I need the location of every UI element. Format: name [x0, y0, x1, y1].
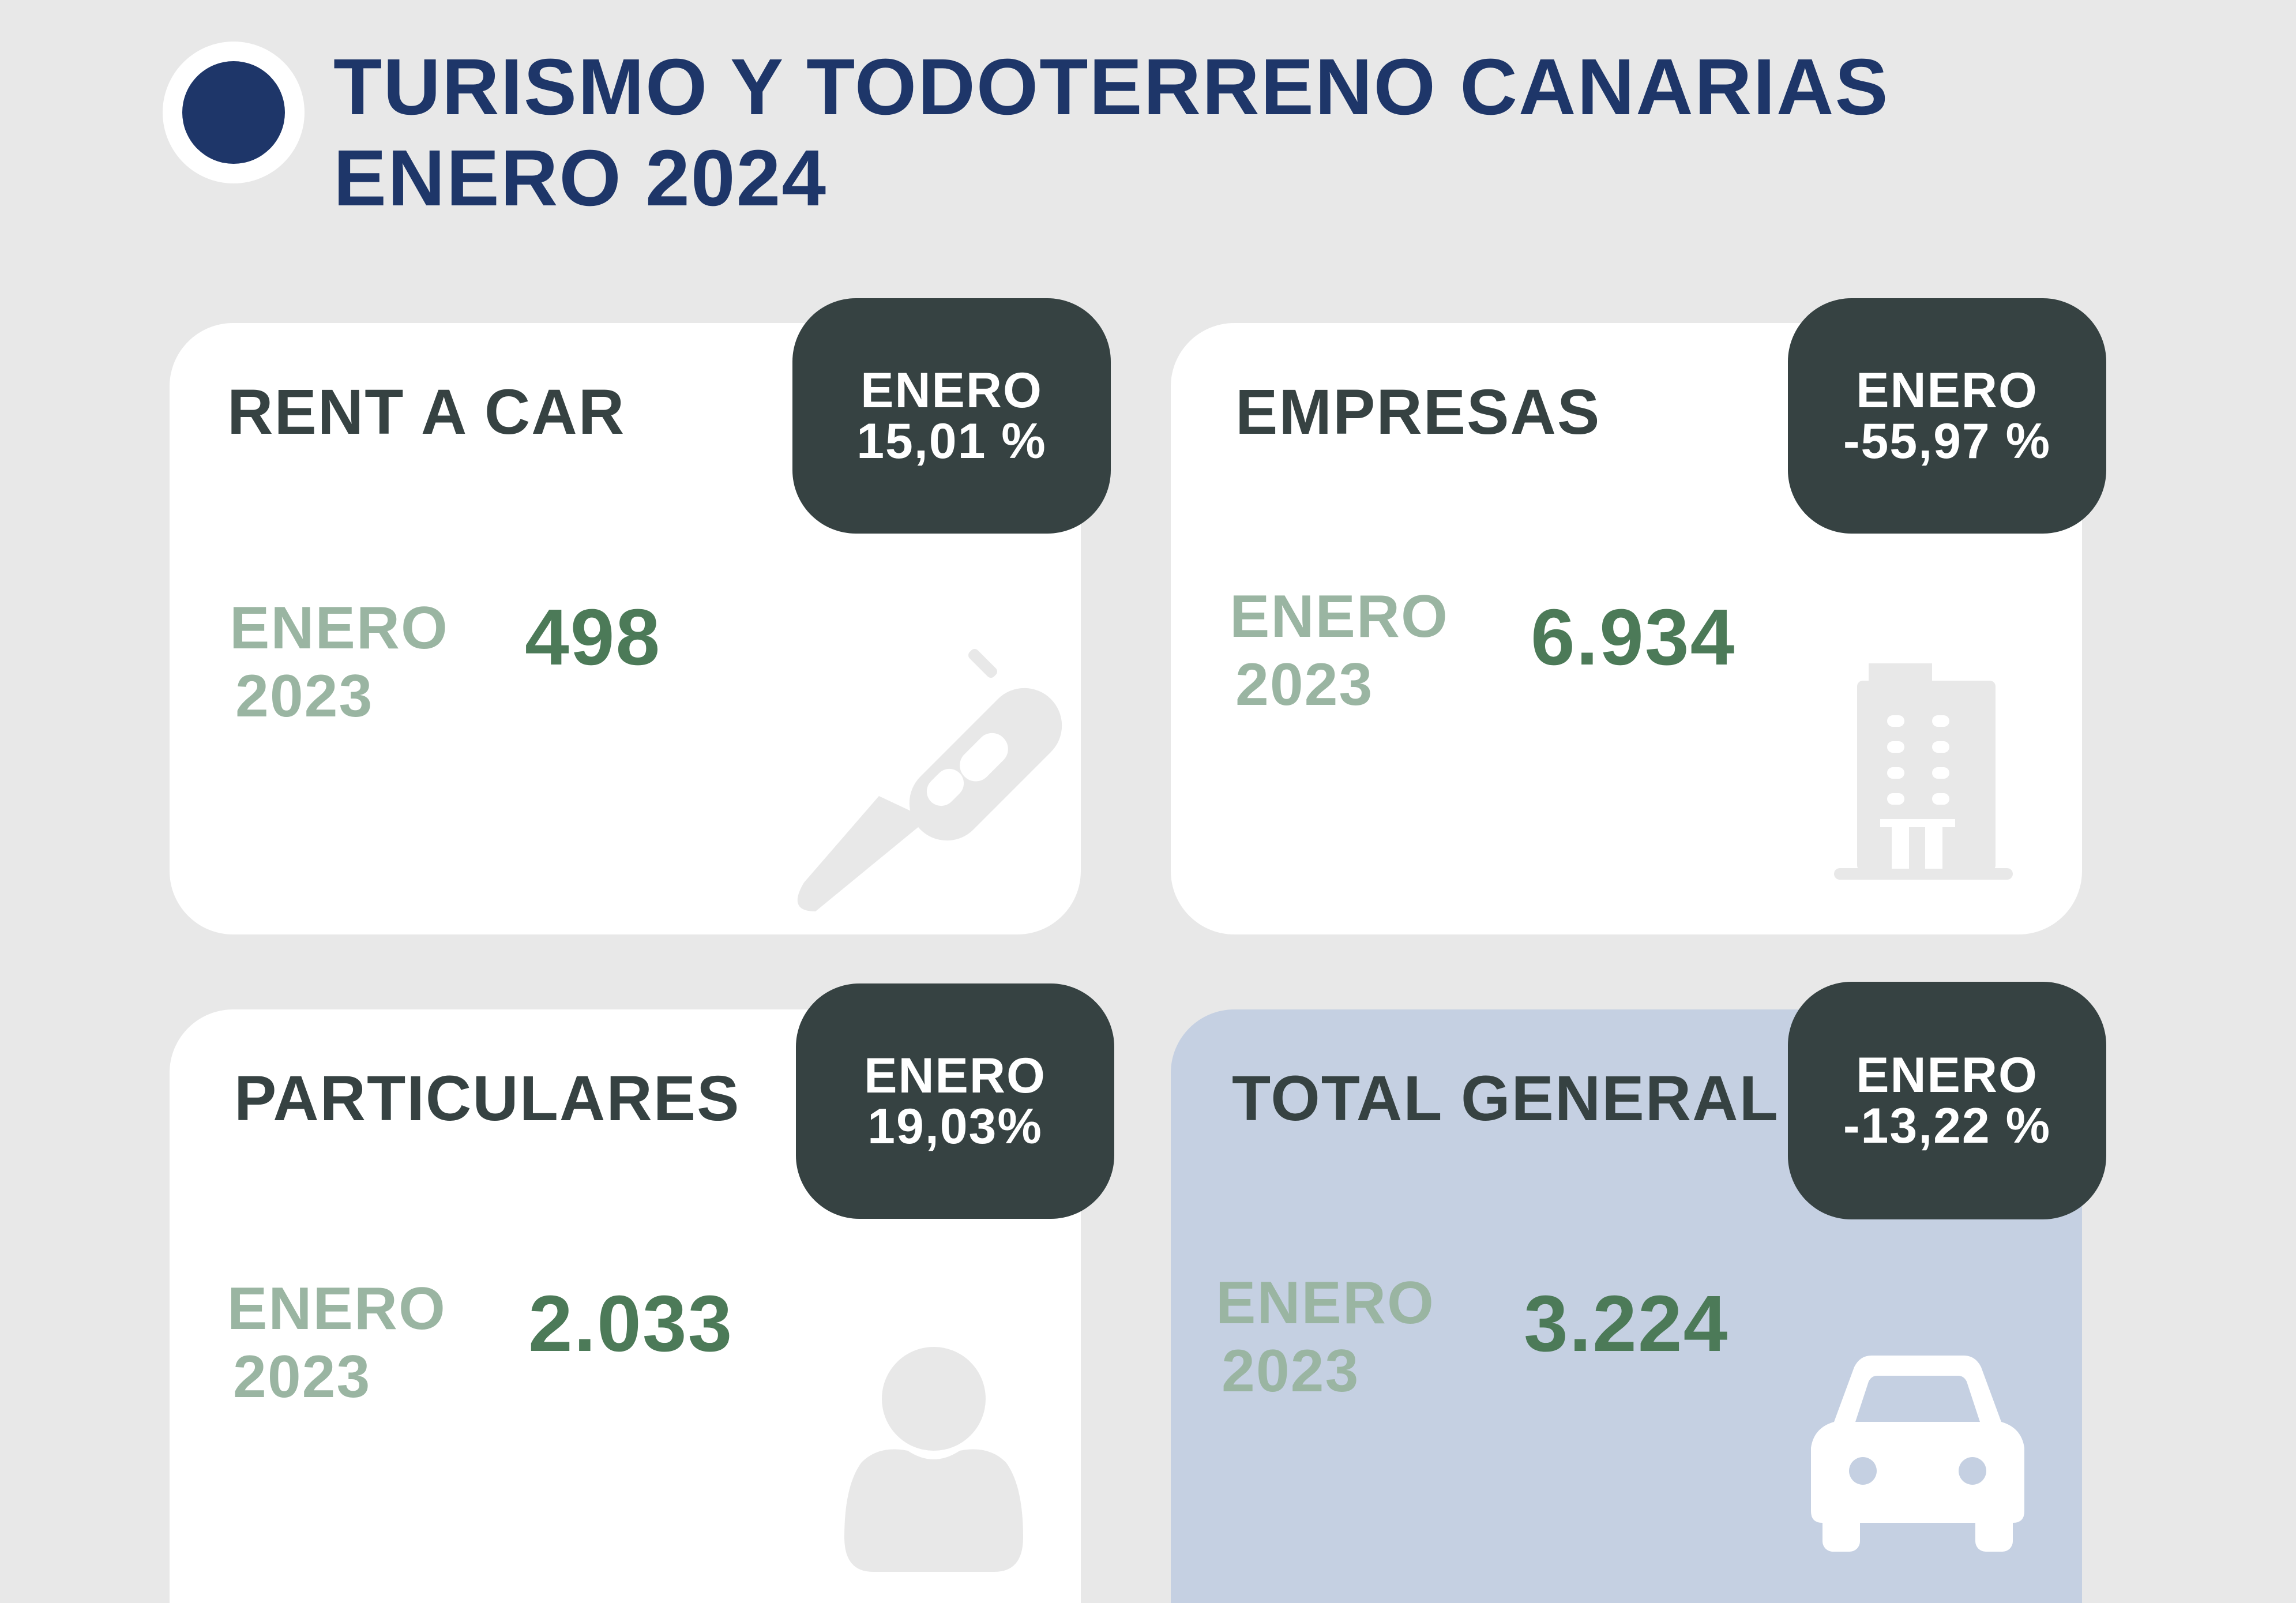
car-key-icon — [797, 649, 1062, 911]
card-particulares: PARTICULARES ENERO 2023 2.033 ENERO 19,0… — [170, 983, 1114, 1603]
period-label: ENERO 2023 — [1230, 583, 1449, 719]
header-bullet — [163, 42, 305, 183]
period-label: ENERO 2023 — [230, 594, 449, 730]
title-line-1: TURISMO Y TODOTERRENO CANARIAS — [333, 43, 1889, 132]
badge-month: ENERO — [1856, 1048, 2038, 1103]
building-icon — [1834, 663, 2013, 880]
change-badge: ENERO -55,97 % — [1788, 298, 2106, 534]
label-month: ENERO — [1230, 583, 1449, 650]
registrations-value: 498 — [525, 593, 662, 682]
badge-percentage: -55,97 % — [1843, 414, 2051, 469]
car-icon — [1811, 1356, 2024, 1552]
badge-percentage: 19,03% — [867, 1099, 1043, 1154]
registrations-value: 3.224 — [1524, 1279, 1729, 1368]
card-title: EMPRESAS — [1235, 377, 1601, 448]
card-total-general: TOTAL GENERAL ENERO 2023 3.224 ENERO -13… — [1171, 982, 2106, 1603]
registrations-value: 6.934 — [1531, 593, 1736, 682]
label-month: ENERO — [230, 595, 449, 662]
badge-month: ENERO — [1856, 363, 2038, 418]
page-title: TURISMO Y TODOTERRENO CANARIAS ENERO 202… — [333, 42, 1889, 224]
card-title: PARTICULARES — [234, 1063, 741, 1134]
header-bullet-inner — [182, 61, 285, 164]
card-rent-a-car: RENT A CAR ENERO 2023 498 ENERO 15,01 % — [170, 298, 1111, 934]
card-title: RENT A CAR — [227, 377, 626, 448]
label-month: ENERO — [1216, 1270, 1435, 1337]
person-icon — [844, 1347, 1023, 1572]
card-empresas: EMPRESAS ENERO 2023 6.934 ENERO -55,97 % — [1171, 298, 2106, 934]
period-label: ENERO 2023 — [227, 1275, 446, 1411]
badge-month: ENERO — [864, 1048, 1046, 1103]
title-line-2: ENERO 2024 — [333, 134, 828, 223]
label-year: 2023 — [1235, 651, 1374, 718]
card-title: TOTAL GENERAL — [1232, 1063, 1779, 1134]
label-year: 2023 — [1222, 1338, 1360, 1405]
label-year: 2023 — [235, 663, 374, 730]
label-month: ENERO — [227, 1275, 446, 1342]
change-badge: ENERO 19,03% — [796, 983, 1114, 1219]
badge-percentage: 15,01 % — [856, 414, 1047, 469]
period-label: ENERO 2023 — [1216, 1269, 1435, 1405]
label-year: 2023 — [233, 1343, 371, 1410]
registrations-value: 2.033 — [528, 1279, 734, 1368]
change-badge: ENERO 15,01 % — [792, 298, 1111, 534]
change-badge: ENERO -13,22 % — [1788, 982, 2106, 1219]
badge-month: ENERO — [860, 363, 1043, 418]
badge-percentage: -13,22 % — [1843, 1098, 2051, 1154]
